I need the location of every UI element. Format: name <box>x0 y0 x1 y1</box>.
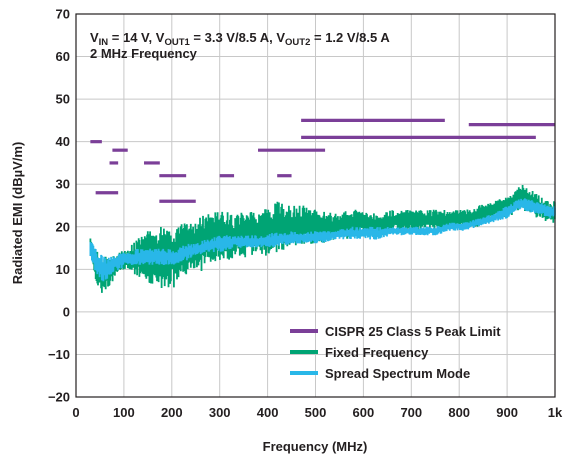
x-tick-label: 200 <box>161 405 183 420</box>
x-tick-label: 400 <box>257 405 279 420</box>
annotation-subscript: IN <box>99 37 109 48</box>
y-tick-label: 0 <box>63 304 70 319</box>
x-tick-label: 0 <box>72 405 79 420</box>
y-axis-label: Radiated EMI (dBµV/m) <box>10 142 25 285</box>
annotation-text: = 1.2 V/8.5 A <box>310 30 390 45</box>
x-axis-label: Frequency (MHz) <box>263 439 368 454</box>
y-tick-label: −10 <box>48 347 70 362</box>
annotation-text: = 3.3 V/8.5 A, V <box>190 30 286 45</box>
chart-annotation-frequency: 2 MHz Frequency <box>90 46 198 61</box>
x-tick-label: 1k <box>548 405 563 420</box>
annotation-subscript: OUT1 <box>164 37 190 48</box>
x-tick-label: 100 <box>113 405 135 420</box>
axes <box>75 13 556 398</box>
legend-label-limit: CISPR 25 Class 5 Peak Limit <box>325 324 501 339</box>
x-tick-label: 900 <box>496 405 518 420</box>
x-tick-label: 800 <box>448 405 470 420</box>
y-tick-label: 10 <box>56 262 70 277</box>
chart-annotation-conditions: VIN = 14 V, VOUT1 = 3.3 V/8.5 A, VOUT2 =… <box>90 30 390 48</box>
x-tick-label: 600 <box>353 405 375 420</box>
x-tick-label: 300 <box>209 405 231 420</box>
tick-labels: 0 100 200 300 400 500 600 700 800 900 1k −20 −10 0 10 2… <box>48 7 563 421</box>
annotation-text: = 14 V, V <box>108 30 165 45</box>
y-tick-label: 60 <box>56 49 70 64</box>
annotation-text: V <box>90 30 99 45</box>
y-tick-label: 30 <box>56 177 70 192</box>
y-tick-label: −20 <box>48 390 70 405</box>
series-spread-spectrum-core <box>90 200 556 275</box>
x-tick-label: 500 <box>305 405 327 420</box>
y-tick-label: 20 <box>56 219 70 234</box>
x-tick-label: 700 <box>400 405 422 420</box>
grid <box>76 14 555 397</box>
y-tick-label: 50 <box>56 92 70 107</box>
annotation-subscript: OUT2 <box>285 37 310 48</box>
plot-frame <box>75 13 556 398</box>
y-tick-label: 40 <box>56 134 70 149</box>
y-tick-label: 70 <box>56 7 70 22</box>
plot-area <box>89 118 556 293</box>
legend-label-fixed: Fixed Frequency <box>325 345 429 360</box>
legend: CISPR 25 Class 5 Peak Limit Fixed Freque… <box>290 324 501 381</box>
legend-label-spread: Spread Spectrum Mode <box>325 366 470 381</box>
